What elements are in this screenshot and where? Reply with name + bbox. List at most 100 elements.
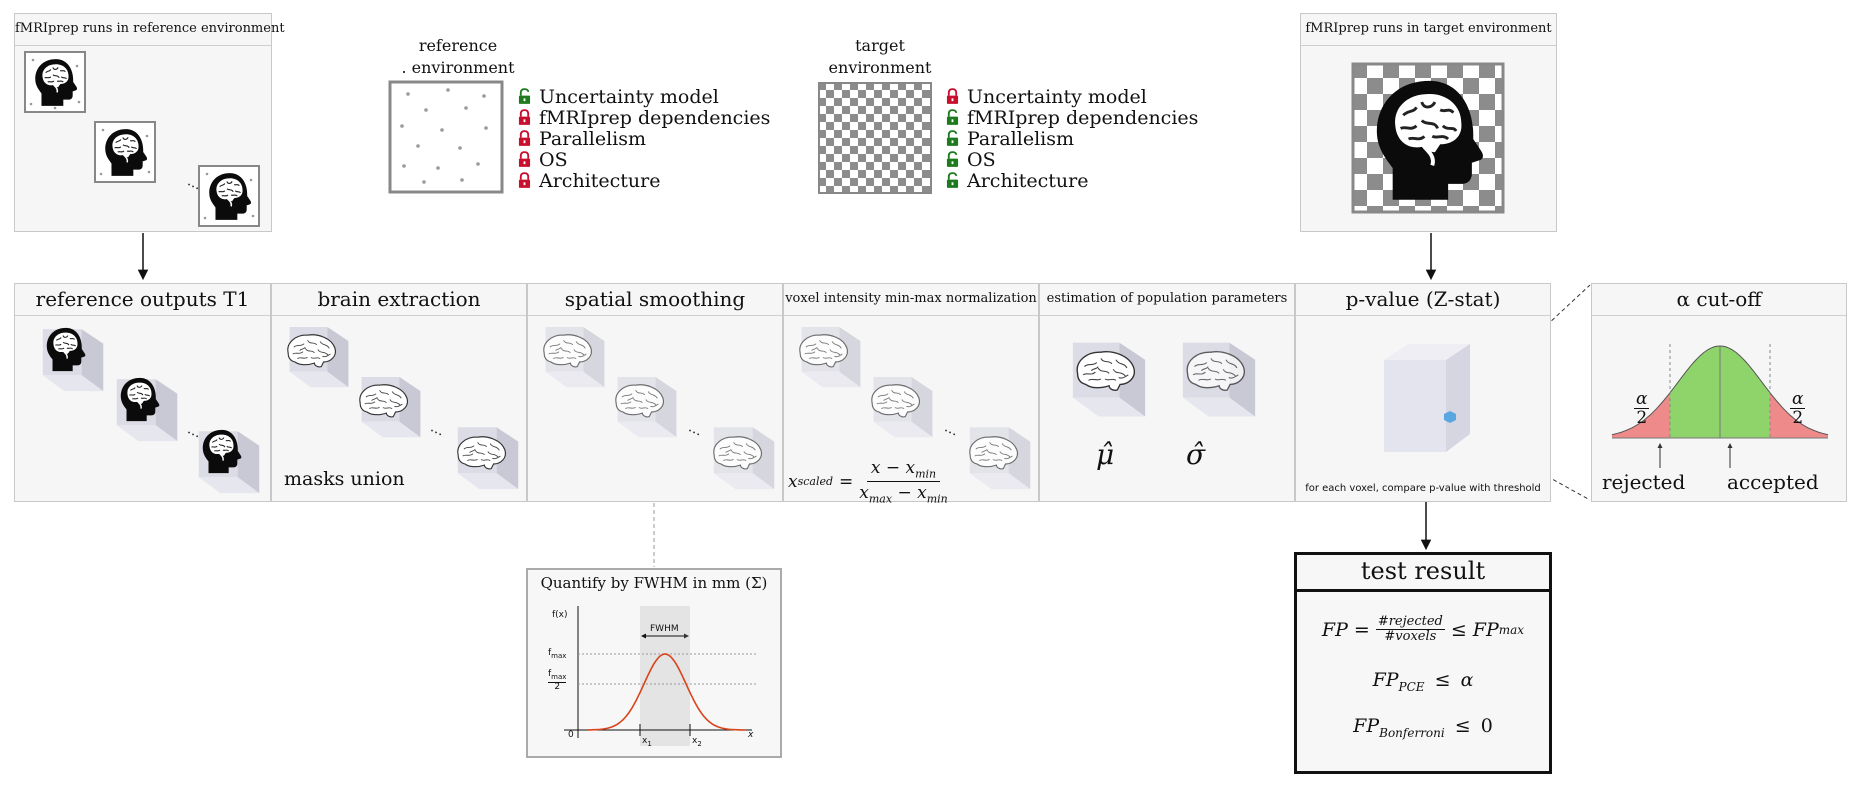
panel2-art: ··· xyxy=(287,327,519,490)
fwhm-x-label: x xyxy=(748,730,754,740)
rejected-left-tail xyxy=(1612,392,1670,438)
panel2-ellipsis: ··· xyxy=(426,423,445,443)
fwhm-plot xyxy=(564,606,758,746)
panel1-ellipsis: ··· xyxy=(183,425,202,445)
ref-lock-label: Parallelism xyxy=(539,127,646,150)
accepted-label: accepted xyxy=(1727,470,1819,494)
target-runs-title: fMRIprep runs in target environment xyxy=(1301,14,1556,46)
formula-denominator: xmax − xmin xyxy=(859,482,947,505)
panel-title-population-params: estimation of population parameters xyxy=(1040,284,1294,316)
ref-lock-list: Uncertainty model fMRIprep dependencies Pa… xyxy=(518,86,771,192)
fp-symbol-pce: FP xyxy=(1372,669,1399,691)
test-result-title: test result xyxy=(1297,555,1549,592)
fp-le-1: ≤ xyxy=(1450,618,1467,641)
target-lock-label: Parallelism xyxy=(967,127,1074,150)
fwhm-y-label: f(x) xyxy=(552,610,568,620)
mu-hat: μ̂ xyxy=(1096,438,1115,471)
fp-numerator: #rejected xyxy=(1375,614,1445,630)
panel1-art: ··· xyxy=(42,327,260,494)
fwhm-half-f: f xyxy=(548,669,552,679)
fp-pce-formula: FPPCE ≤ α xyxy=(1297,669,1549,694)
ref-runs-heads: ··· xyxy=(24,51,260,227)
panel5-art xyxy=(1072,342,1256,417)
formula-eq: = xyxy=(839,471,854,492)
panel-title-pvalue: p-value (Z-stat) xyxy=(1296,284,1550,316)
rejected-right-tail xyxy=(1770,392,1828,438)
fwhm-fmax-f: f xyxy=(548,648,552,658)
panel-title-normalization: voxel intensity min-max normalization xyxy=(784,284,1038,316)
fp-symbol-1: FP xyxy=(1321,618,1348,641)
fp-symbol-bonf: FP xyxy=(1353,715,1380,737)
fwhm-x2-text: x xyxy=(692,736,698,746)
ref-env-label: reference . environment xyxy=(378,36,538,78)
fp-eq: = xyxy=(1353,618,1370,641)
panel-title-brain-extraction: brain extraction xyxy=(272,284,526,316)
target-run-head xyxy=(1351,62,1505,214)
fp-le-3: ≤ xyxy=(1454,715,1471,737)
target-lock-row: Uncertainty model xyxy=(946,85,1198,108)
fp-bonferroni-formula: FPBonferroni ≤ 0 xyxy=(1297,715,1549,740)
lock-closed-icon xyxy=(518,172,531,189)
formula-numerator: x − xmin xyxy=(866,458,941,483)
fwhm-fmax-sub: max xyxy=(551,651,567,660)
fwhm-half-den: 2 xyxy=(554,681,561,692)
formula-sub-scaled: scaled xyxy=(797,475,834,489)
formula-x: x xyxy=(788,471,798,492)
panel-reference-outputs: reference outputs T1 ··· xyxy=(14,283,271,502)
fp-zero: 0 xyxy=(1480,715,1493,737)
ref-lock-label: fMRIprep dependencies xyxy=(539,106,771,129)
panel-population-params: estimation of population parameters μ̂ σ… xyxy=(1039,283,1295,502)
sigma-hat: σ̂ xyxy=(1186,438,1206,471)
target-lock-row: OS xyxy=(946,149,1198,171)
alpha-half-right-num: α xyxy=(1790,389,1806,409)
panel-brain-extraction: brain extraction ··· masks union xyxy=(271,283,527,502)
formula-den-sub1: max xyxy=(868,492,893,506)
ref-run-2 xyxy=(94,121,156,183)
alpha-distribution xyxy=(1611,344,1829,468)
alpha-cutoff-title: α cut-off xyxy=(1592,284,1846,316)
panel-title-reference-outputs: reference outputs T1 xyxy=(15,284,270,316)
fwhm-zero-label: 0 xyxy=(568,730,574,740)
fwhm-box: Quantify by FWHM in mm (Σ) f(x) fmax fma… xyxy=(526,568,782,758)
panel4-art: ··· xyxy=(799,327,1031,490)
fwhm-x1-sub: 1 xyxy=(647,739,652,748)
ref-env-label-line2: . environment xyxy=(401,58,515,77)
fp-bonf-sub: Bonferroni xyxy=(1379,725,1445,740)
alpha-cutoff-box: α cut-off α 2 α 2 rejected accepted xyxy=(1591,283,1847,502)
ref-lock-row: Parallelism xyxy=(518,127,770,150)
formula-den-mid: − x xyxy=(892,483,927,504)
lock-closed-icon xyxy=(518,109,531,126)
target-env-label: target environment xyxy=(800,36,960,78)
panel3-ellipsis: ··· xyxy=(684,423,703,443)
ref-run-3 xyxy=(198,165,260,227)
panel-pvalue: p-value (Z-stat) for each voxel, compare… xyxy=(1295,283,1551,502)
ref-runs-title: fMRIprep runs in reference environment xyxy=(15,14,285,46)
fp-fraction: #rejected #voxels xyxy=(1375,614,1445,644)
target-lock-label: Architecture xyxy=(967,169,1089,192)
ref-env-dots-square xyxy=(388,80,504,194)
alpha-half-left-den: 2 xyxy=(1636,408,1648,428)
fp-formula: FP = #rejected #voxels ≤ FP max xyxy=(1297,615,1549,644)
panel-normalization: voxel intensity min-max normalization ··… xyxy=(783,283,1039,506)
formula-num-sub: min xyxy=(915,467,937,481)
fwhm-half-label: fmax 2 xyxy=(548,669,567,692)
ref-lock-row: Architecture xyxy=(518,170,770,192)
target-lock-row: Architecture xyxy=(946,169,1198,192)
target-env-label-line2: environment xyxy=(828,58,932,77)
fwhm-x1-label: x1 xyxy=(642,736,652,748)
target-lock-list: Uncertainty model fMRIprep dependencies Pa… xyxy=(946,85,1198,192)
formula-num-text: x − x xyxy=(870,458,916,478)
fp-denominator: #voxels xyxy=(1384,629,1437,644)
ref-lock-row: OS xyxy=(518,149,770,171)
target-env-label-line1: target xyxy=(855,36,905,55)
ref-runs-box: fMRIprep runs in reference environment ·… xyxy=(14,13,285,232)
target-lock-label: Uncertainty model xyxy=(967,85,1147,108)
target-lock-row: fMRIprep dependencies xyxy=(946,107,1198,129)
masks-union-label: masks union xyxy=(284,468,405,490)
lock-closed-icon xyxy=(518,130,531,147)
lock-open-icon xyxy=(946,151,959,168)
alpha-half-right-den: 2 xyxy=(1792,408,1804,428)
fp-max-sub: max xyxy=(1498,622,1525,637)
voxel-marker xyxy=(1444,411,1456,423)
ref-run-1 xyxy=(24,51,86,113)
